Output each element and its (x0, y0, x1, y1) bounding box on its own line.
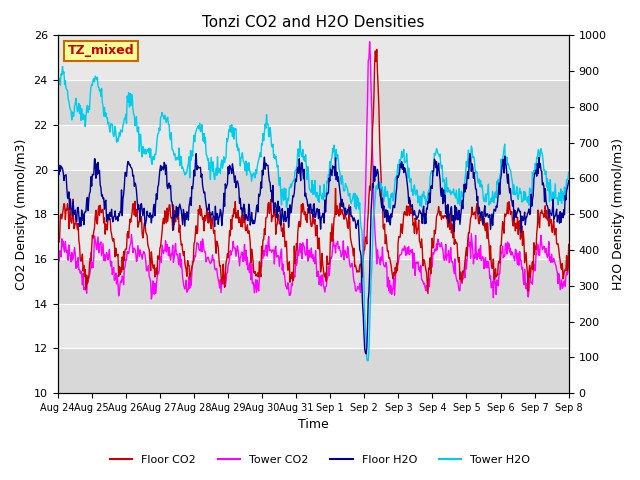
Bar (58, 348, 569, 393)
Bar (58, 259, 569, 304)
Bar (58, 304, 569, 348)
Bar (58, 169, 569, 214)
X-axis label: Time: Time (298, 419, 328, 432)
Text: TZ_mixed: TZ_mixed (68, 44, 134, 57)
Y-axis label: CO2 Density (mmol/m3): CO2 Density (mmol/m3) (15, 139, 28, 290)
Title: Tonzi CO2 and H2O Densities: Tonzi CO2 and H2O Densities (202, 15, 424, 30)
Bar (58, 214, 569, 259)
Bar (58, 125, 569, 169)
Y-axis label: H2O Density (mmol/m3): H2O Density (mmol/m3) (612, 138, 625, 290)
Bar (58, 80, 569, 125)
Legend: Floor CO2, Tower CO2, Floor H2O, Tower H2O: Floor CO2, Tower CO2, Floor H2O, Tower H… (105, 451, 535, 469)
Bar (58, 36, 569, 80)
